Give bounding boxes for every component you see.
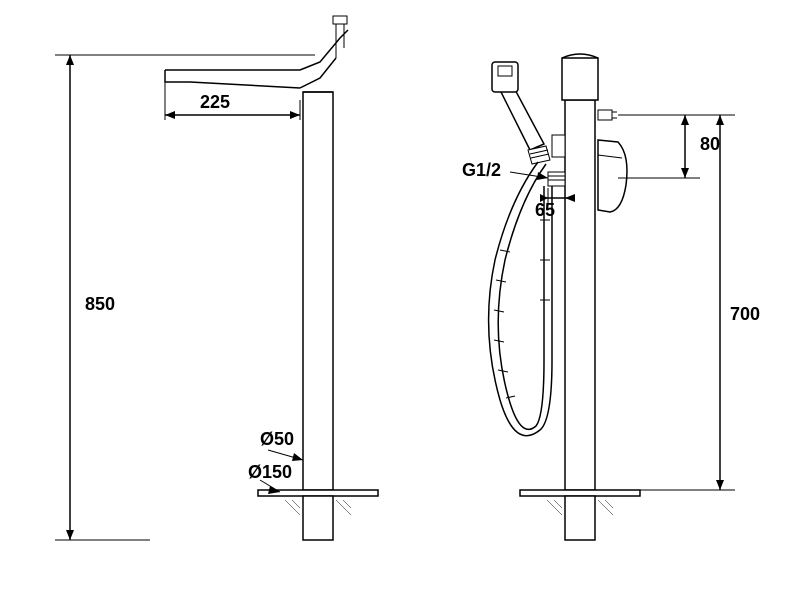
label-80: 80 <box>700 134 720 154</box>
hose-union <box>548 172 565 186</box>
dim-80: 80 <box>618 115 720 178</box>
faucet-spout <box>165 16 348 88</box>
label-225: 225 <box>200 92 230 112</box>
right-view: 700 80 65 G1/2 <box>462 54 760 540</box>
dim-225: 225 <box>165 70 300 120</box>
left-view: 850 225 <box>55 16 378 540</box>
dim-dia150: Ø150 <box>248 462 292 494</box>
label-dia150: Ø150 <box>248 462 292 482</box>
label-dia50: Ø50 <box>260 429 294 449</box>
label-65: 65 <box>535 200 555 220</box>
dim-700: 700 <box>618 115 760 490</box>
label-850: 850 <box>85 294 115 314</box>
label-700: 700 <box>730 304 760 324</box>
technical-diagram: 850 225 <box>0 0 800 600</box>
lever-right <box>598 140 627 212</box>
hand-shower <box>492 62 565 164</box>
label-g12: G1/2 <box>462 160 501 180</box>
pillar-right <box>520 54 640 540</box>
dim-dia50: Ø50 <box>260 429 303 461</box>
